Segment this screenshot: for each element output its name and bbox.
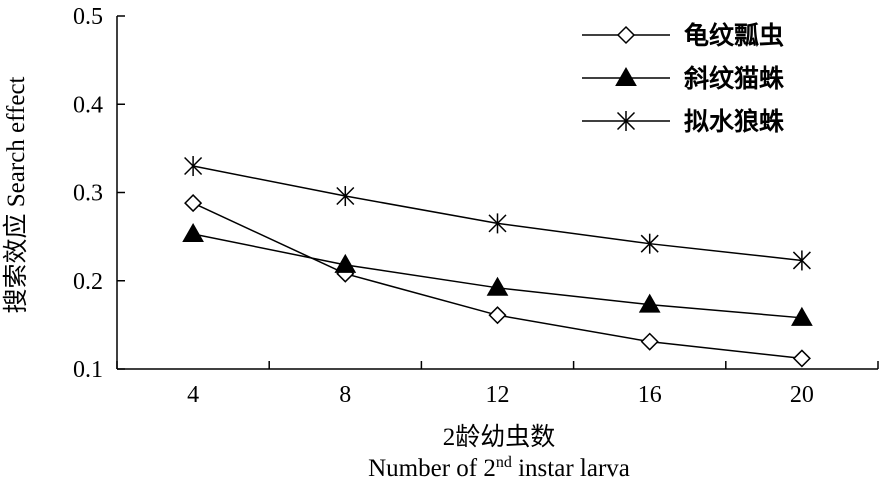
- y-tick-label: 0.1: [73, 357, 103, 383]
- axes: 0.1 0.2 0.3 0.4 0.5 4 8 12 16 20: [73, 4, 879, 408]
- legend-marker: [616, 111, 636, 131]
- y-tick-label: 0.2: [73, 269, 103, 295]
- x-axis-label-en-sup: nd: [496, 454, 512, 471]
- legend-entry-3: 拟水狼蛛: [582, 107, 784, 136]
- legend-label: 龟纹瓢虫: [684, 21, 784, 50]
- legend-label: 斜纹猫蛛: [683, 64, 784, 93]
- data-point: [336, 186, 355, 207]
- x-tick-label: 4: [187, 382, 199, 408]
- legend-entry-2: 斜纹猫蛛: [582, 64, 784, 93]
- x-tick-label: 16: [638, 382, 662, 408]
- series-layer: [182, 156, 813, 368]
- data-point: [184, 156, 203, 177]
- data-point: [334, 253, 357, 273]
- x-tick-label: 8: [339, 382, 351, 408]
- series-line: [192, 165, 802, 262]
- x-axis-label-en-post: instar larva: [512, 455, 630, 481]
- x-tick-label: 20: [790, 382, 814, 408]
- series-2: [182, 222, 813, 326]
- y-tick-label: 0.4: [73, 92, 103, 118]
- y-tick-label: 0.5: [73, 4, 103, 30]
- y-axis-label: 搜索效应 Search effect: [2, 76, 30, 313]
- legend-entry-1: 龟纹瓢虫: [582, 21, 784, 50]
- data-point: [640, 332, 659, 351]
- legend-label: 拟水狼蛛: [684, 107, 784, 136]
- x-tick-label: 12: [486, 382, 510, 408]
- x-axis-label-en: Number of 2nd instar larva: [368, 454, 630, 481]
- legend-marker: [616, 25, 636, 45]
- y-tick-label: 0.3: [73, 181, 103, 207]
- data-point: [486, 276, 509, 296]
- data-point: [182, 222, 204, 242]
- data-point: [792, 349, 811, 368]
- x-axis-label-cn: 2龄幼虫数: [443, 423, 556, 451]
- axis-labels: 搜索效应 Search effect 2龄幼虫数 Number of 2nd i…: [2, 76, 630, 481]
- series-3: [184, 156, 811, 271]
- data-point: [791, 306, 813, 326]
- legend-marker: [615, 66, 637, 86]
- series-line: [192, 233, 802, 319]
- data-point: [640, 233, 659, 254]
- data-point: [488, 306, 507, 325]
- data-point: [488, 213, 507, 234]
- x-axis-label-en-pre: Number of 2: [368, 455, 496, 481]
- data-point: [184, 194, 203, 213]
- data-point: [638, 293, 661, 313]
- data-point: [792, 250, 811, 271]
